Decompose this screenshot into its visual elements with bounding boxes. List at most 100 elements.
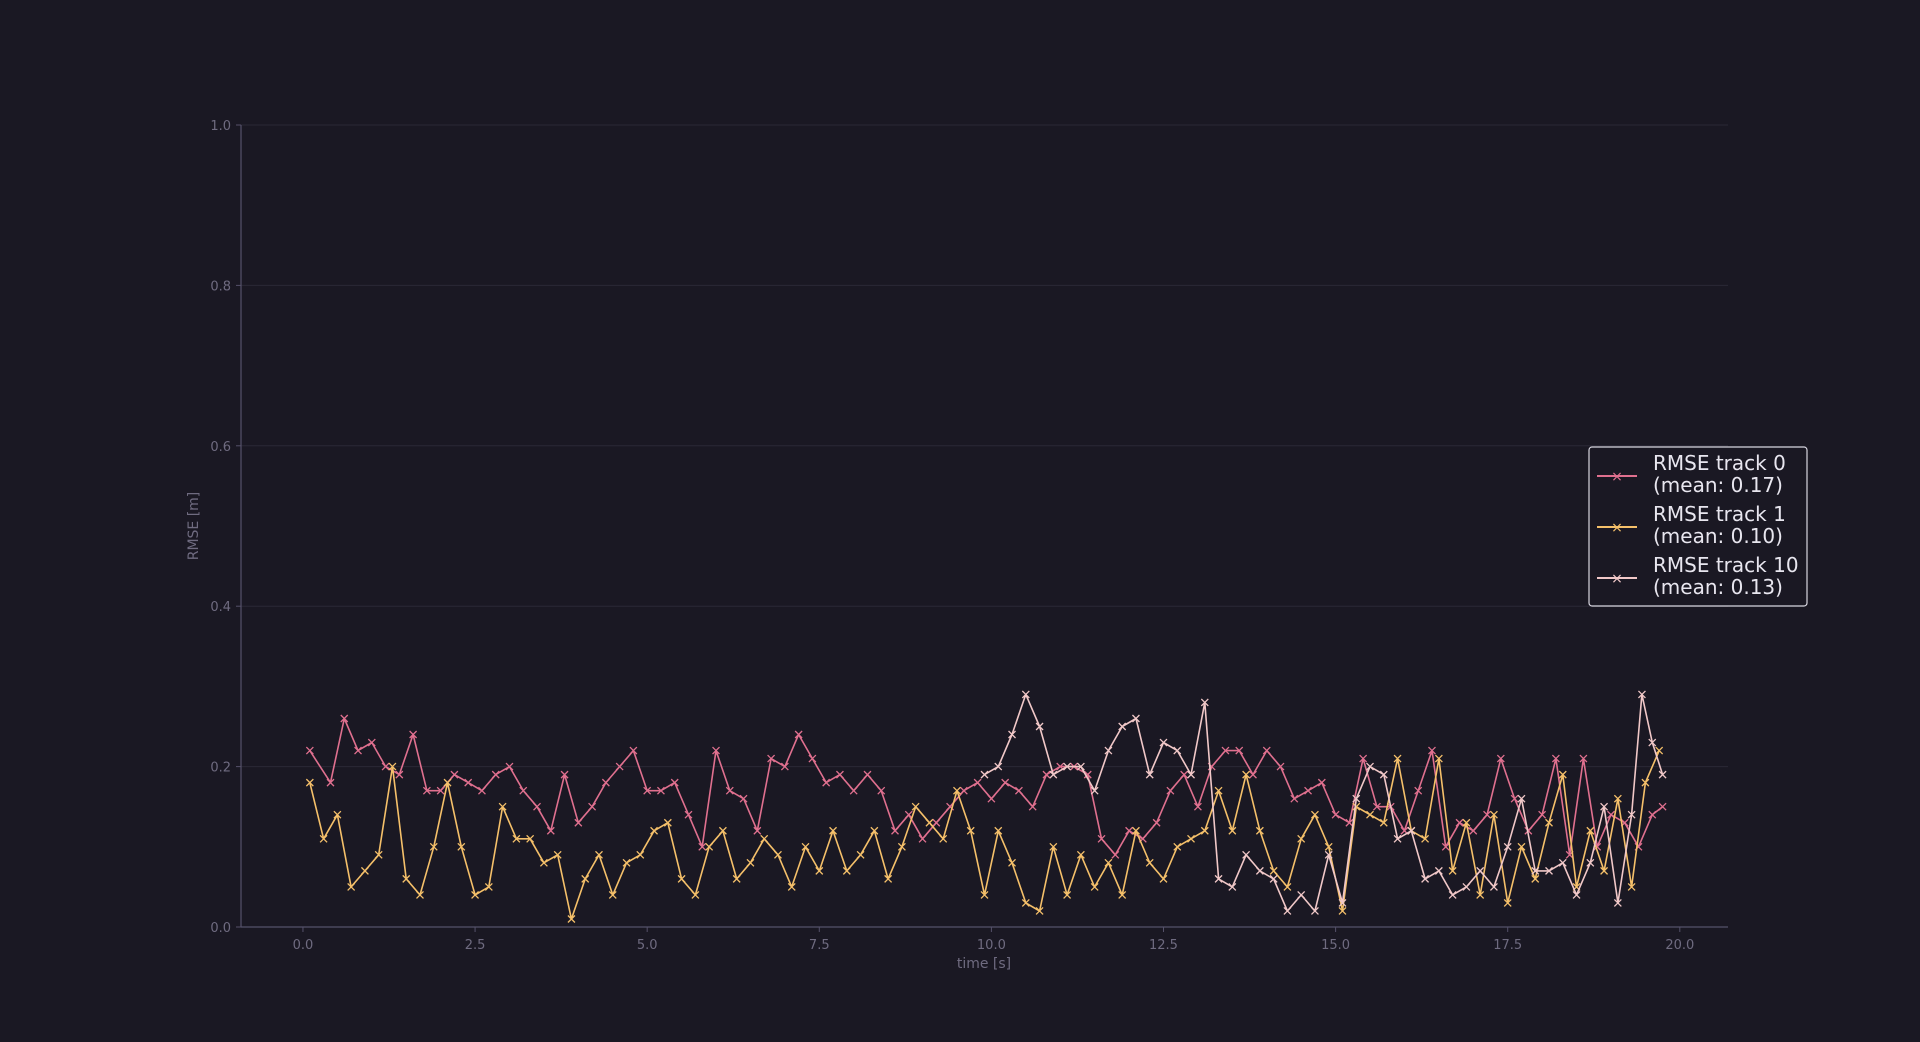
data-point <box>739 794 748 803</box>
data-point <box>835 770 844 779</box>
data-point <box>1648 810 1657 819</box>
data-point <box>1338 898 1347 907</box>
data-point <box>698 842 707 851</box>
legend-marker-track-1: × <box>1611 520 1623 536</box>
data-point <box>1462 818 1471 827</box>
data-point <box>422 786 431 795</box>
data-point <box>1393 754 1402 763</box>
data-point <box>1627 810 1636 819</box>
data-point <box>1607 810 1615 819</box>
data-point <box>1214 786 1223 795</box>
data-point <box>829 826 838 835</box>
data-point <box>849 786 858 795</box>
data-point <box>1276 762 1285 771</box>
data-point <box>1421 874 1430 883</box>
data-point <box>643 786 652 795</box>
data-point <box>395 770 404 779</box>
data-point <box>842 866 851 875</box>
data-point <box>760 834 769 843</box>
data-point <box>1290 794 1299 803</box>
data-point <box>1366 810 1374 819</box>
grid-lines <box>241 124 1728 768</box>
data-point <box>1503 898 1512 907</box>
data-point <box>1131 714 1140 723</box>
legend-mean-track-0: (mean: 0.17) <box>1653 473 1783 497</box>
data-point <box>1359 754 1368 763</box>
data-point <box>1008 858 1016 867</box>
data-point <box>1008 730 1016 739</box>
data-point <box>718 826 727 835</box>
data-point <box>1352 802 1361 811</box>
data-point <box>1476 890 1485 899</box>
data-point <box>650 826 659 835</box>
data-point <box>1063 890 1072 899</box>
data-point <box>533 802 541 811</box>
data-point <box>1235 746 1244 755</box>
x-tick-label: 17.5 <box>1493 938 1522 953</box>
data-point <box>691 890 700 899</box>
data-point <box>712 746 720 755</box>
legend-marker-track-10: × <box>1611 571 1623 587</box>
data-point <box>746 858 755 867</box>
data-point <box>608 890 617 899</box>
data-point <box>1242 850 1251 859</box>
data-point <box>1283 907 1292 915</box>
data-point <box>367 738 376 747</box>
data-point <box>870 826 879 835</box>
series-rmse-track-0 <box>305 714 1667 859</box>
data-point <box>670 778 679 787</box>
data-point <box>1283 882 1292 891</box>
data-point <box>1187 770 1195 779</box>
data-point <box>884 874 893 883</box>
data-point <box>595 850 603 859</box>
data-point <box>815 866 824 875</box>
data-point <box>1173 842 1182 851</box>
series-lines <box>305 690 1667 923</box>
data-point <box>1345 818 1354 827</box>
x-axis-label: time [s] <box>957 956 1011 972</box>
data-point <box>1035 722 1044 731</box>
data-point <box>1462 882 1471 891</box>
data-point <box>1545 818 1553 827</box>
data-point <box>980 770 989 779</box>
data-point <box>388 762 397 771</box>
data-point <box>1200 826 1209 835</box>
data-point <box>1393 834 1402 843</box>
y-tick-label: 0.8 <box>210 279 231 294</box>
data-point <box>1483 810 1492 819</box>
data-point <box>1338 907 1347 915</box>
data-point <box>1448 866 1457 875</box>
data-point <box>932 818 941 827</box>
data-point <box>1421 834 1430 843</box>
data-point <box>1379 818 1388 827</box>
data-point <box>774 850 782 859</box>
x-tick-label: 20.0 <box>1665 938 1694 953</box>
data-point <box>925 818 934 827</box>
data-point <box>1297 890 1306 899</box>
data-point <box>1131 826 1140 835</box>
data-point <box>1496 754 1505 763</box>
data-point <box>1503 842 1512 851</box>
y-tick-label: 0.2 <box>210 761 231 776</box>
data-point <box>1538 810 1547 819</box>
y-tick-label: 1.0 <box>210 119 231 134</box>
data-point <box>1297 834 1306 843</box>
data-point <box>1379 770 1388 779</box>
data-point <box>347 882 356 891</box>
data-point <box>1255 826 1264 835</box>
data-point <box>1324 842 1333 851</box>
data-point <box>939 834 948 843</box>
data-point <box>1028 802 1037 811</box>
data-point <box>1076 762 1085 771</box>
data-point <box>891 826 899 835</box>
data-point <box>1076 850 1085 859</box>
data-point <box>636 850 645 859</box>
data-point <box>1531 866 1540 875</box>
data-point <box>1049 770 1058 779</box>
data-point <box>374 850 383 859</box>
data-point <box>553 850 562 859</box>
data-point <box>1434 866 1443 875</box>
data-point <box>1489 882 1498 891</box>
data-point <box>1637 690 1646 699</box>
